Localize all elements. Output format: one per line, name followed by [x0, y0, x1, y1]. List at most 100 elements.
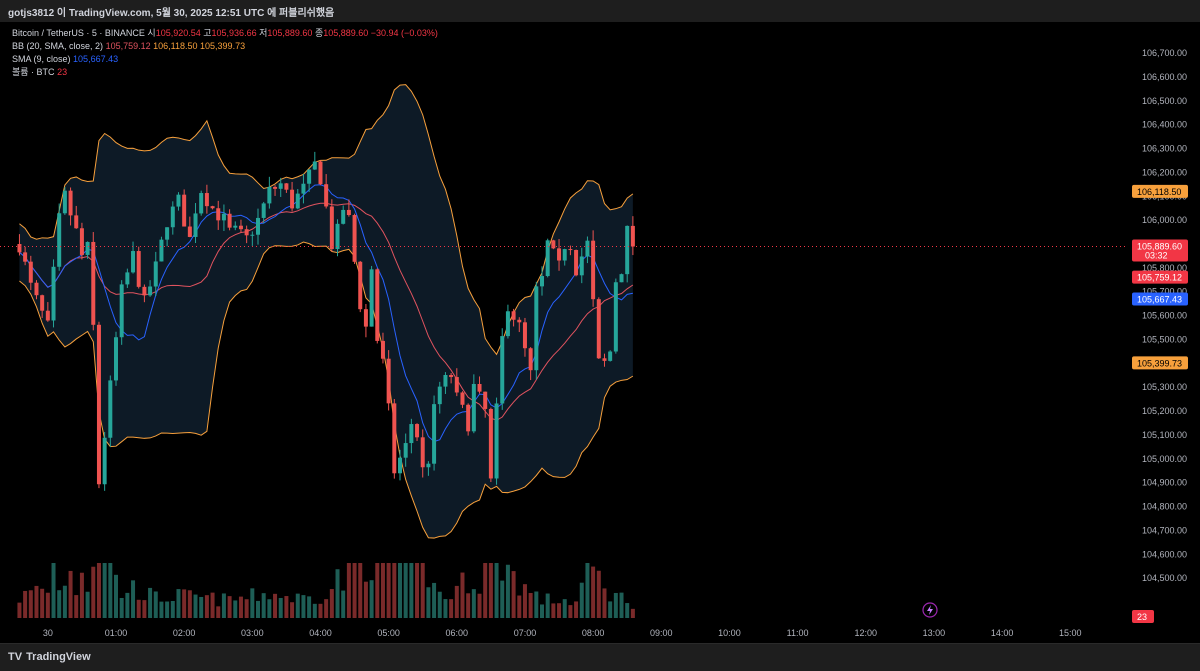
- price-chart[interactable]: 106,700.00 106,600.00 106,500.00 106,400.00…: [0, 22, 1200, 643]
- candle-body: [102, 437, 107, 485]
- legend-volume-value: 23: [57, 67, 68, 77]
- price-tick-label: 106,700.00: [1142, 48, 1187, 58]
- candle-body: [142, 286, 147, 296]
- candle-body: [630, 225, 635, 247]
- volume-bar: [409, 563, 414, 618]
- candle-body: [579, 256, 584, 276]
- volume-bar: [534, 591, 539, 618]
- time-tick-label: 08:00: [582, 628, 605, 638]
- candle-body: [34, 282, 39, 296]
- candle-body: [522, 322, 527, 349]
- volume-bar: [170, 601, 175, 618]
- volume-bar: [500, 580, 505, 618]
- volume-bar: [295, 593, 300, 618]
- price-tick-label: 104,700.00: [1142, 525, 1187, 535]
- price-tick-label: 105,700.00: [1142, 287, 1187, 297]
- price-tick-label: 106,400.00: [1142, 120, 1187, 130]
- candle-body: [307, 169, 312, 184]
- candle-body: [443, 375, 448, 387]
- volume-bar: [596, 570, 601, 618]
- legend-sma-row[interactable]: SMA (9, close) 105,667.43: [12, 53, 438, 66]
- volume-bars: [17, 563, 635, 618]
- time-tick-label: 09:00: [650, 628, 673, 638]
- tradingview-brand[interactable]: TV TradingView: [8, 651, 91, 663]
- candle-body: [409, 424, 414, 444]
- candle-body: [267, 186, 272, 204]
- volume-bar: [238, 596, 243, 618]
- volume-bar: [437, 591, 442, 618]
- candle-body: [256, 217, 260, 235]
- candle-body: [426, 463, 431, 468]
- volume-bar: [585, 563, 590, 618]
- candle-body: [85, 241, 90, 255]
- time-tick-label: 15:00: [1059, 628, 1082, 638]
- candle-body: [221, 213, 226, 221]
- volume-bar: [165, 601, 170, 618]
- legend-bb-upper: 106,118.50: [153, 41, 198, 51]
- volume-bar: [579, 582, 584, 618]
- candle-body: [545, 240, 550, 277]
- volume-bar: [182, 589, 187, 618]
- volume-bar: [392, 563, 397, 618]
- candle-body: [363, 309, 368, 327]
- candle-body: [96, 324, 101, 485]
- volume-bar: [204, 595, 209, 618]
- price-label-badge: [1132, 292, 1188, 306]
- legend-high-value: 105,936.66: [211, 28, 257, 38]
- price-axis-bg: [1128, 22, 1200, 643]
- price-tick-label: 105,800.00: [1142, 263, 1187, 273]
- volume-bar: [380, 563, 385, 618]
- volume-bar: [551, 603, 556, 618]
- chart-frame[interactable]: Bitcoin / TetherUS · 5 · BINANCE 시105,92…: [0, 22, 1200, 643]
- volume-bar: [284, 596, 289, 618]
- legend-symbol[interactable]: Bitcoin / TetherUS · 5 · BINANCE: [12, 28, 145, 38]
- lightning-icon[interactable]: [922, 602, 938, 618]
- candle-body: [324, 184, 329, 207]
- volume-bar: [494, 563, 499, 618]
- candle-body: [108, 380, 113, 438]
- price-tick-label: 104,600.00: [1142, 549, 1187, 559]
- candle-body: [398, 457, 402, 474]
- volume-bar: [85, 591, 90, 618]
- candle-body: [79, 228, 84, 255]
- candle-body: [415, 424, 420, 438]
- legend-volume-row[interactable]: 볼륨 · BTC 23: [12, 66, 438, 79]
- chart-legend: Bitcoin / TetherUS · 5 · BINANCE 시105,92…: [12, 27, 438, 79]
- volume-bar: [91, 566, 96, 618]
- candle-body: [449, 375, 454, 378]
- candle-body: [210, 206, 215, 209]
- time-tick-label: 10:00: [718, 628, 741, 638]
- price-label-text: 105,667.43: [1137, 295, 1182, 305]
- candle-body: [51, 266, 56, 321]
- candle-body: [534, 286, 539, 371]
- price-tick-label: 105,600.00: [1142, 311, 1187, 321]
- bb-band-fill: [19, 84, 633, 539]
- volume-bar: [17, 602, 22, 618]
- candle-body: [585, 240, 590, 257]
- volume-bar: [193, 594, 198, 618]
- candle-body: [528, 348, 533, 371]
- candle-body: [454, 377, 459, 393]
- time-tick-label: 14:00: [991, 628, 1014, 638]
- legend-bb-mid: 105,759.12: [105, 41, 151, 51]
- candle-body: [119, 284, 124, 338]
- time-tick-label: 12:00: [854, 628, 877, 638]
- time-tick-label: 05:00: [377, 628, 400, 638]
- volume-bar: [301, 595, 306, 618]
- time-tick-label: 03:00: [241, 628, 264, 638]
- candle-body: [62, 190, 67, 214]
- candle-body: [28, 261, 33, 283]
- legend-bb-row[interactable]: BB (20, SMA, close, 2) 105,759.12 106,11…: [12, 40, 438, 53]
- price-label-text: 105,889.60: [1137, 241, 1182, 251]
- footer-bar: TV TradingView: [0, 643, 1200, 671]
- bb-lower-line: [19, 241, 634, 539]
- legend-sma-label: SMA (9, close): [12, 54, 71, 64]
- volume-bar: [352, 563, 357, 618]
- volume-bar: [630, 608, 635, 618]
- volume-bar: [227, 596, 232, 618]
- price-label-text: 106,118.50: [1137, 187, 1181, 197]
- candle-body: [517, 319, 522, 323]
- volume-bar: [278, 597, 283, 618]
- price-tick-label: 106,300.00: [1142, 144, 1187, 154]
- volume-bar: [318, 603, 323, 618]
